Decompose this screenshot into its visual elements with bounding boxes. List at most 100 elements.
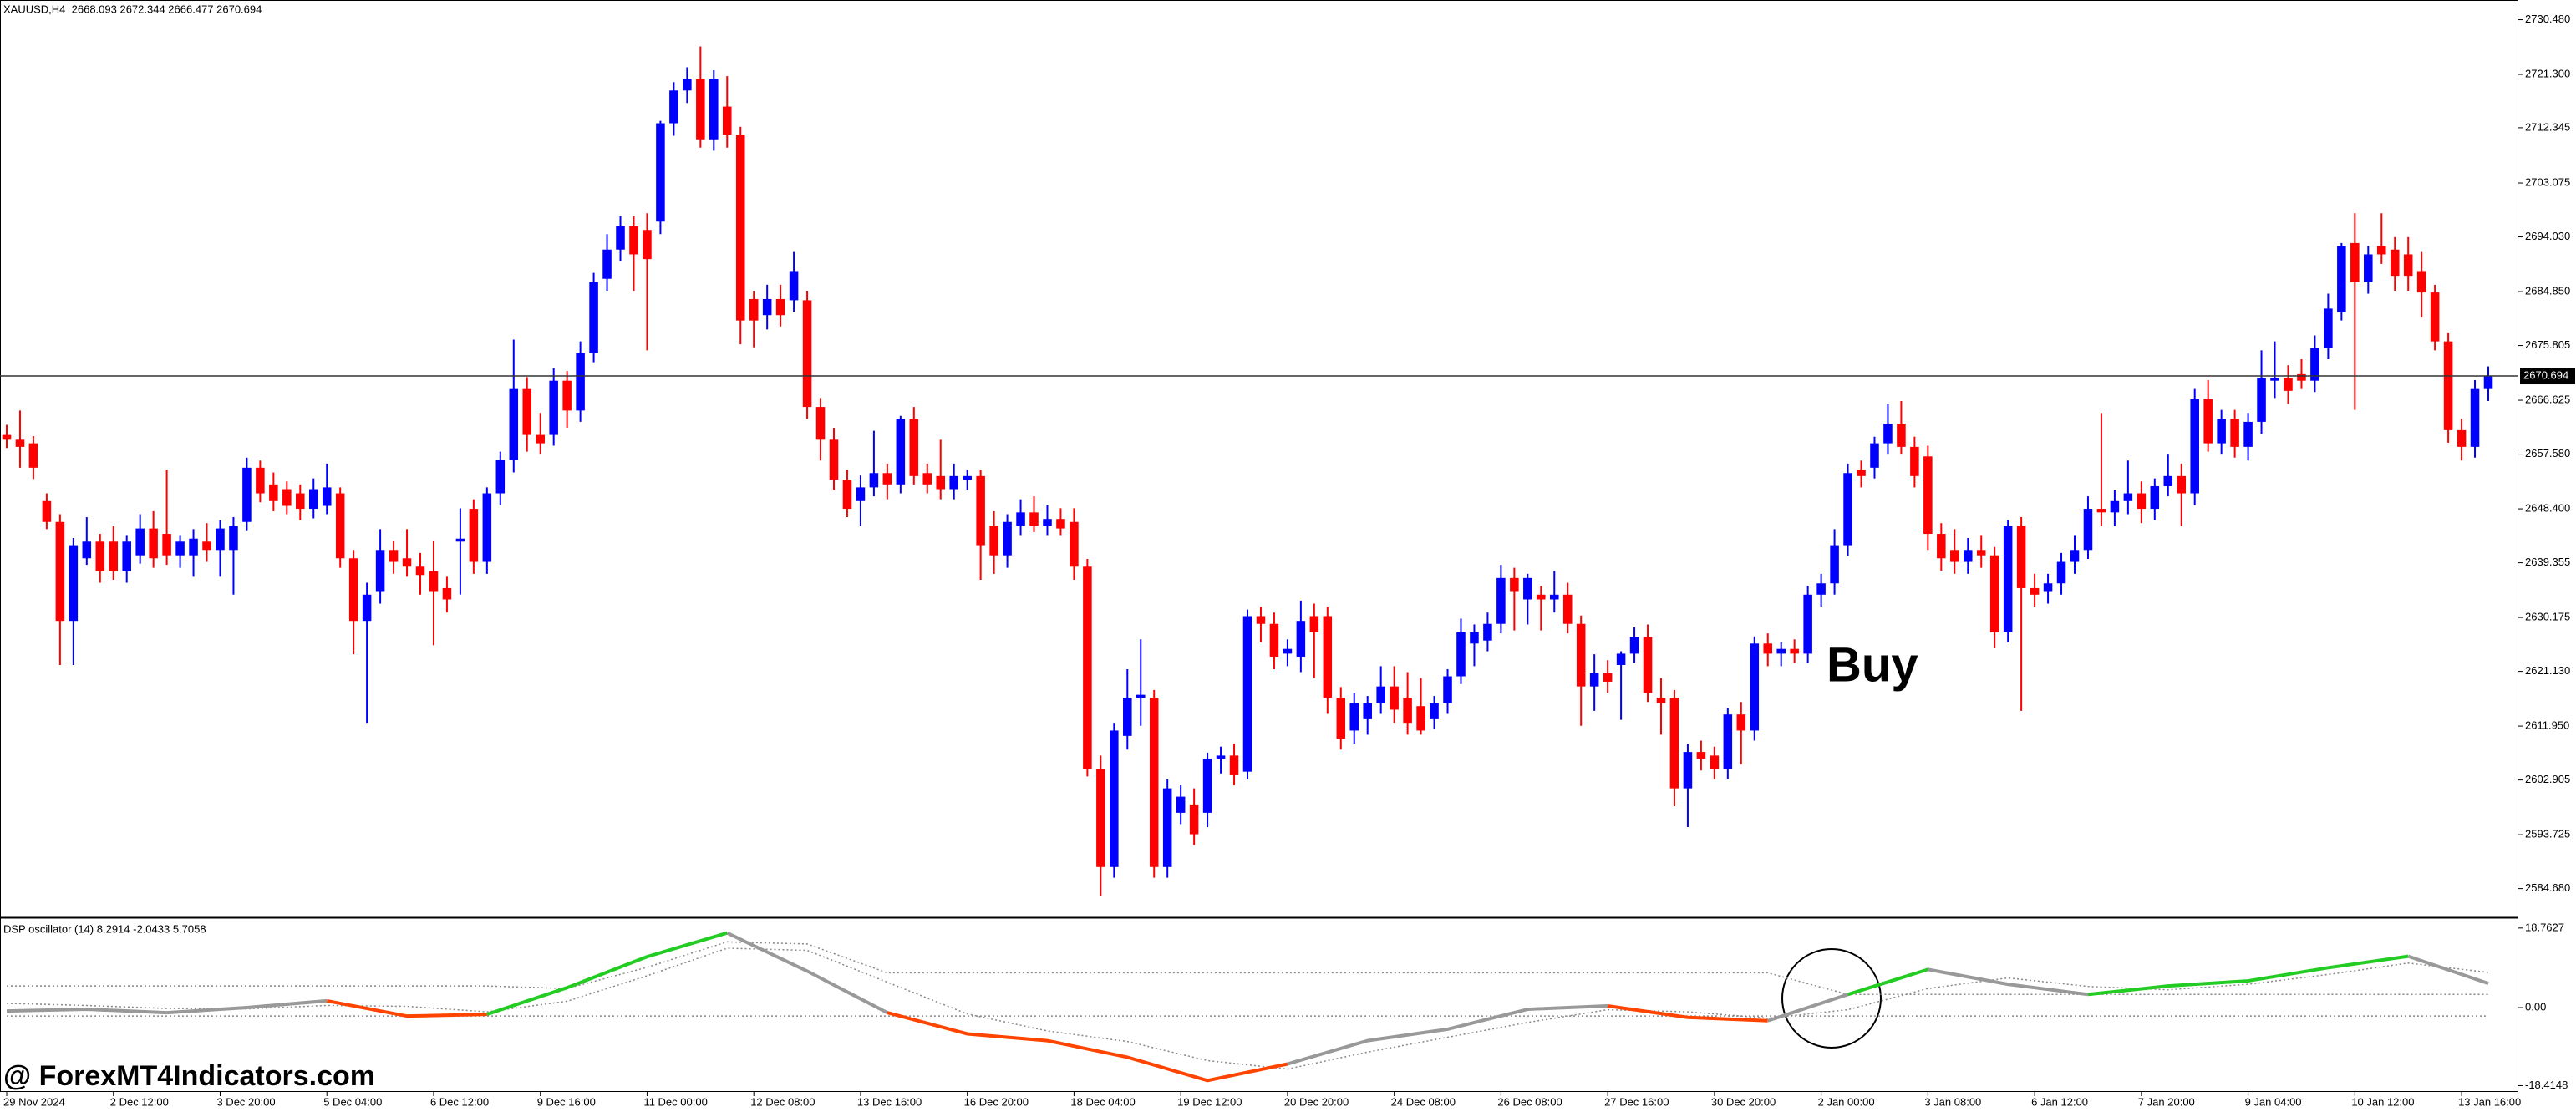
- candle-body: [495, 460, 506, 494]
- candle-body: [709, 79, 719, 140]
- osc-line: [1847, 967, 1928, 997]
- candle-body: [1629, 637, 1639, 654]
- candle-body: [1910, 446, 1919, 476]
- candle-body: [1096, 769, 1105, 867]
- candle-body: [28, 443, 38, 468]
- candle-body: [2110, 500, 2120, 513]
- candle-body: [1256, 616, 1266, 624]
- candle-body: [1189, 804, 1199, 835]
- candle-body: [1562, 594, 1573, 624]
- candle-body: [2083, 509, 2093, 551]
- osc-line: [326, 998, 487, 1018]
- candle-body: [1696, 752, 1706, 759]
- osc-line: [6, 998, 328, 1015]
- candle-body: [1149, 698, 1159, 867]
- candle-body: [1803, 594, 1812, 654]
- candle-body: [882, 473, 892, 485]
- candle-body: [82, 541, 92, 559]
- candle-body: [242, 467, 252, 522]
- candle-body: [2056, 561, 2066, 584]
- candle-body: [2284, 378, 2293, 391]
- osc-line: [726, 931, 888, 1014]
- candle-body: [189, 538, 198, 556]
- candle-body: [1656, 698, 1666, 703]
- candle-body: [1003, 521, 1012, 556]
- candle-body: [55, 521, 65, 622]
- candle-body: [589, 282, 598, 353]
- candle-body: [429, 571, 439, 592]
- candle-body: [2243, 421, 2253, 447]
- candle-body: [2203, 399, 2213, 444]
- candle-body: [135, 528, 145, 556]
- candle-body: [1403, 698, 1412, 724]
- candle-body: [2310, 348, 2319, 381]
- candle-body: [2163, 475, 2173, 486]
- x-tick-label: 27 Dec 16:00: [1604, 1095, 1669, 1108]
- candle-body: [256, 467, 265, 494]
- x-tick-label: 2 Dec 12:00: [110, 1095, 169, 1108]
- candle-body: [2364, 254, 2373, 282]
- candle-body: [229, 526, 238, 551]
- candle-body: [269, 484, 278, 501]
- candle-body: [1296, 621, 1306, 657]
- candle-body: [415, 566, 425, 576]
- candle-body: [656, 123, 665, 222]
- candle-body: [735, 135, 745, 321]
- candle-body: [1376, 686, 1385, 703]
- candle-body: [1763, 643, 1773, 654]
- candle-body: [1923, 456, 1933, 535]
- candle-body: [1430, 703, 1439, 719]
- candle-body: [775, 298, 785, 316]
- osc-line: [6, 947, 2489, 1070]
- candle-body: [856, 487, 866, 501]
- x-tick-label: 2 Jan 00:00: [1818, 1095, 1875, 1108]
- candle-body: [643, 230, 652, 260]
- candle-body: [815, 407, 826, 440]
- candle-body: [1643, 637, 1653, 693]
- candle-body: [549, 380, 558, 435]
- candle-body: [842, 480, 852, 510]
- x-tick-label: 19 Dec 12:00: [1177, 1095, 1242, 1108]
- candle-body: [362, 594, 372, 622]
- candle-body: [2043, 583, 2053, 592]
- candle-body: [1963, 550, 1973, 562]
- x-tick-label: 30 Dec 20:00: [1711, 1095, 1776, 1108]
- candle-body: [1349, 703, 1359, 731]
- candle-body: [308, 489, 318, 510]
- candle-body: [576, 353, 585, 411]
- candle-body: [1470, 632, 1479, 644]
- candle-body: [749, 298, 759, 321]
- candle-body: [216, 528, 225, 551]
- candle-body: [1989, 555, 1999, 632]
- candle-body: [42, 500, 52, 522]
- candle-body: [2430, 292, 2440, 342]
- candle-body: [922, 473, 932, 485]
- candle-body: [2403, 254, 2413, 277]
- candle-body: [2190, 399, 2199, 494]
- candle-body: [2350, 242, 2360, 282]
- candle-body: [442, 587, 452, 600]
- candle-body: [2003, 526, 2013, 632]
- y-tick-label: 2721.300: [2525, 67, 2570, 79]
- candle-body: [522, 388, 532, 435]
- y-tick-label: 2639.355: [2525, 556, 2570, 568]
- candle-body: [95, 541, 105, 571]
- candle-body: [2230, 419, 2239, 447]
- candle-body: [322, 487, 332, 506]
- x-tick-label: 12 Dec 08:00: [750, 1095, 815, 1108]
- candle-body: [2257, 378, 2266, 422]
- candle-body: [2297, 373, 2306, 381]
- x-tick-label: 7 Jan 20:00: [2138, 1095, 2195, 1108]
- signal-circle: [1781, 948, 1882, 1049]
- candle-body: [1123, 698, 1132, 736]
- candle-body: [722, 106, 732, 135]
- candle-body: [2483, 376, 2493, 389]
- x-tick-label: 3 Jan 08:00: [1924, 1095, 1981, 1108]
- candle-body: [1390, 686, 1399, 710]
- candle-body: [1056, 519, 1065, 529]
- candle-body: [909, 419, 919, 476]
- candle-body: [175, 541, 185, 556]
- x-tick-label: 9 Jan 04:00: [2245, 1095, 2302, 1108]
- candle-body: [1136, 694, 1146, 698]
